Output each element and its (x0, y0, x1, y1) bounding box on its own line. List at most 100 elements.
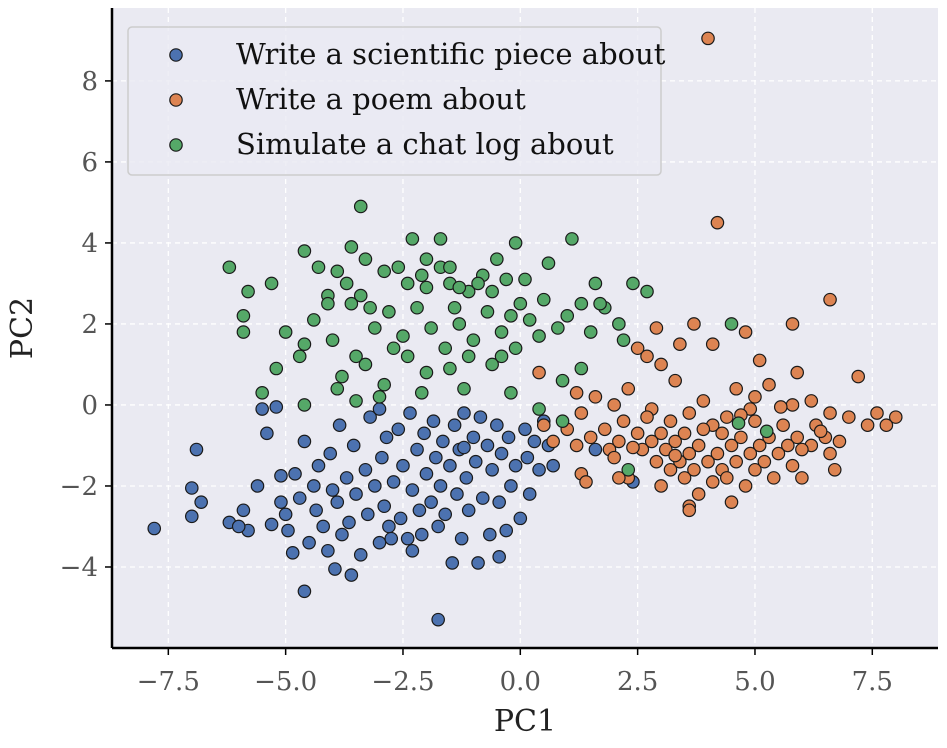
data-point (452, 317, 467, 331)
y-tick-label: 0 (81, 391, 98, 421)
data-point (513, 511, 528, 526)
x-tick-label: −5.0 (254, 667, 317, 697)
data-point (332, 418, 347, 433)
data-point (307, 479, 321, 493)
data-point (255, 402, 269, 416)
data-point (400, 531, 415, 546)
data-point (813, 424, 828, 439)
data-point (870, 406, 884, 420)
data-point (504, 309, 518, 323)
data-point (673, 337, 687, 352)
data-point (513, 296, 528, 311)
data-point (325, 333, 340, 347)
data-point (311, 458, 326, 473)
data-point (668, 434, 682, 449)
data-point (501, 430, 516, 445)
data-point (504, 479, 518, 493)
data-point (260, 426, 274, 441)
data-point (785, 458, 800, 473)
x-axis-label: PC1 (494, 704, 556, 739)
data-point (433, 232, 448, 246)
data-point (379, 430, 394, 445)
data-point (832, 434, 847, 449)
data-point (773, 400, 788, 414)
data-point (297, 337, 312, 352)
data-point (297, 398, 312, 412)
data-point (734, 430, 748, 445)
data-point (551, 321, 565, 335)
x-tick-label: 2.5 (617, 667, 658, 697)
data-point (468, 454, 483, 469)
data-point (597, 422, 612, 437)
data-point (372, 390, 387, 404)
data-point (790, 365, 805, 380)
data-point (382, 519, 396, 534)
data-point (492, 550, 506, 564)
data-point (795, 442, 809, 457)
data-point (461, 503, 476, 518)
data-point (649, 454, 664, 469)
data-point (560, 309, 575, 323)
data-point (255, 386, 269, 400)
data-point (447, 418, 462, 433)
data-point (766, 471, 781, 485)
data-point (344, 568, 359, 582)
data-point (349, 394, 363, 408)
data-point (626, 440, 640, 455)
data-point (438, 507, 453, 522)
data-point (445, 556, 460, 570)
data-point (349, 349, 363, 364)
data-point (485, 462, 499, 477)
data-point (339, 276, 354, 291)
data-point (377, 264, 392, 279)
data-point (443, 361, 457, 376)
data-point (412, 503, 427, 518)
data-point (323, 446, 338, 461)
x-tick-label: 5.0 (734, 667, 775, 697)
data-point (588, 276, 603, 291)
y-axis-label: PC2 (5, 297, 40, 359)
data-point (546, 458, 560, 473)
data-point (490, 252, 504, 266)
data-point (720, 471, 734, 485)
data-point (588, 390, 603, 404)
data-point (346, 438, 361, 453)
data-point (431, 519, 445, 534)
data-point (483, 527, 497, 542)
data-point (696, 394, 711, 408)
data-point (424, 321, 438, 335)
data-point (391, 422, 406, 437)
data-point (297, 434, 312, 449)
data-point (368, 321, 382, 335)
data-point (494, 325, 509, 339)
data-point (682, 503, 697, 518)
data-point (184, 509, 199, 524)
data-point (358, 357, 373, 372)
data-point (658, 442, 673, 457)
data-point (691, 438, 706, 453)
data-point (785, 398, 800, 412)
data-point (447, 300, 462, 315)
data-point (424, 495, 438, 509)
data-point (532, 365, 546, 380)
data-point (292, 349, 307, 364)
data-point (372, 535, 387, 550)
data-point (386, 475, 401, 489)
data-point (316, 519, 330, 534)
data-point (621, 381, 636, 396)
data-point (710, 215, 725, 230)
x-tick-label: 0.0 (500, 667, 541, 697)
data-point (222, 260, 237, 275)
data-point (522, 313, 537, 327)
data-point (485, 357, 499, 372)
data-point (307, 313, 321, 327)
data-point (687, 462, 701, 477)
data-point (518, 422, 532, 437)
data-point (189, 442, 204, 457)
data-point (393, 511, 408, 526)
data-point (860, 418, 875, 433)
data-point (729, 381, 743, 396)
y-tick-label: 4 (81, 229, 98, 259)
data-point (241, 284, 255, 299)
data-point (405, 483, 420, 497)
